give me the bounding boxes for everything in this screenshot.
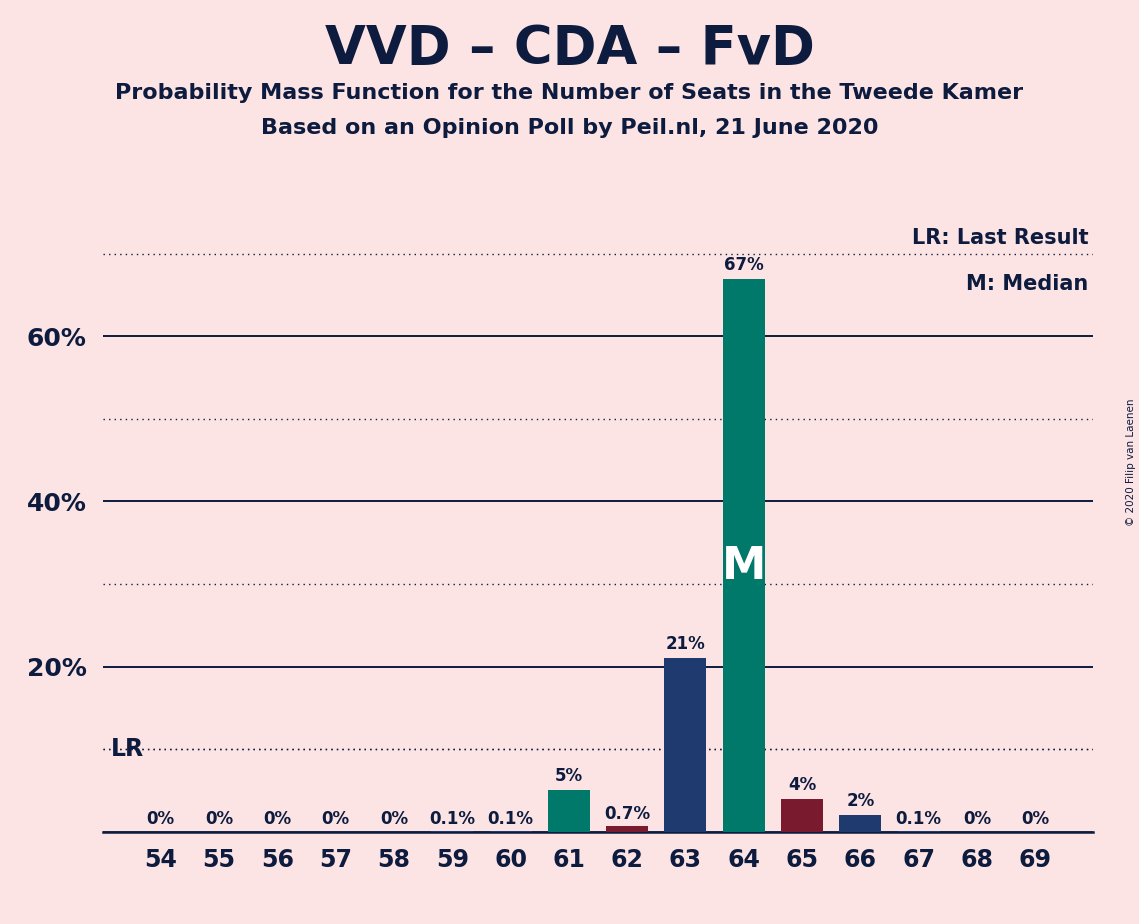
Text: 0%: 0% — [1021, 810, 1049, 828]
Bar — [664, 658, 706, 832]
Text: 0%: 0% — [205, 810, 233, 828]
Text: VVD – CDA – FvD: VVD – CDA – FvD — [325, 23, 814, 75]
Text: M: Median: M: Median — [966, 274, 1089, 295]
Text: 0%: 0% — [962, 810, 991, 828]
Text: LR: Last Result: LR: Last Result — [912, 228, 1089, 248]
Text: 21%: 21% — [665, 636, 705, 653]
Bar — [606, 826, 648, 832]
Text: 0%: 0% — [147, 810, 175, 828]
Text: LR: LR — [112, 737, 145, 761]
Text: 0%: 0% — [321, 810, 350, 828]
Text: Probability Mass Function for the Number of Seats in the Tweede Kamer: Probability Mass Function for the Number… — [115, 83, 1024, 103]
Text: 5%: 5% — [555, 767, 583, 785]
Text: © 2020 Filip van Laenen: © 2020 Filip van Laenen — [1126, 398, 1136, 526]
Text: 0%: 0% — [263, 810, 292, 828]
Text: 0.1%: 0.1% — [487, 810, 533, 828]
Text: 0.7%: 0.7% — [604, 806, 650, 823]
Text: 4%: 4% — [788, 775, 817, 794]
Text: 0.1%: 0.1% — [429, 810, 475, 828]
Bar — [781, 798, 823, 832]
Text: M: M — [721, 544, 765, 588]
Text: 67%: 67% — [723, 256, 763, 274]
Bar — [548, 790, 590, 832]
Text: 0.1%: 0.1% — [895, 810, 942, 828]
Text: 0%: 0% — [380, 810, 408, 828]
Text: Based on an Opinion Poll by Peil.nl, 21 June 2020: Based on an Opinion Poll by Peil.nl, 21 … — [261, 118, 878, 139]
Text: 2%: 2% — [846, 792, 875, 810]
Bar — [839, 815, 882, 832]
Bar — [723, 278, 764, 832]
